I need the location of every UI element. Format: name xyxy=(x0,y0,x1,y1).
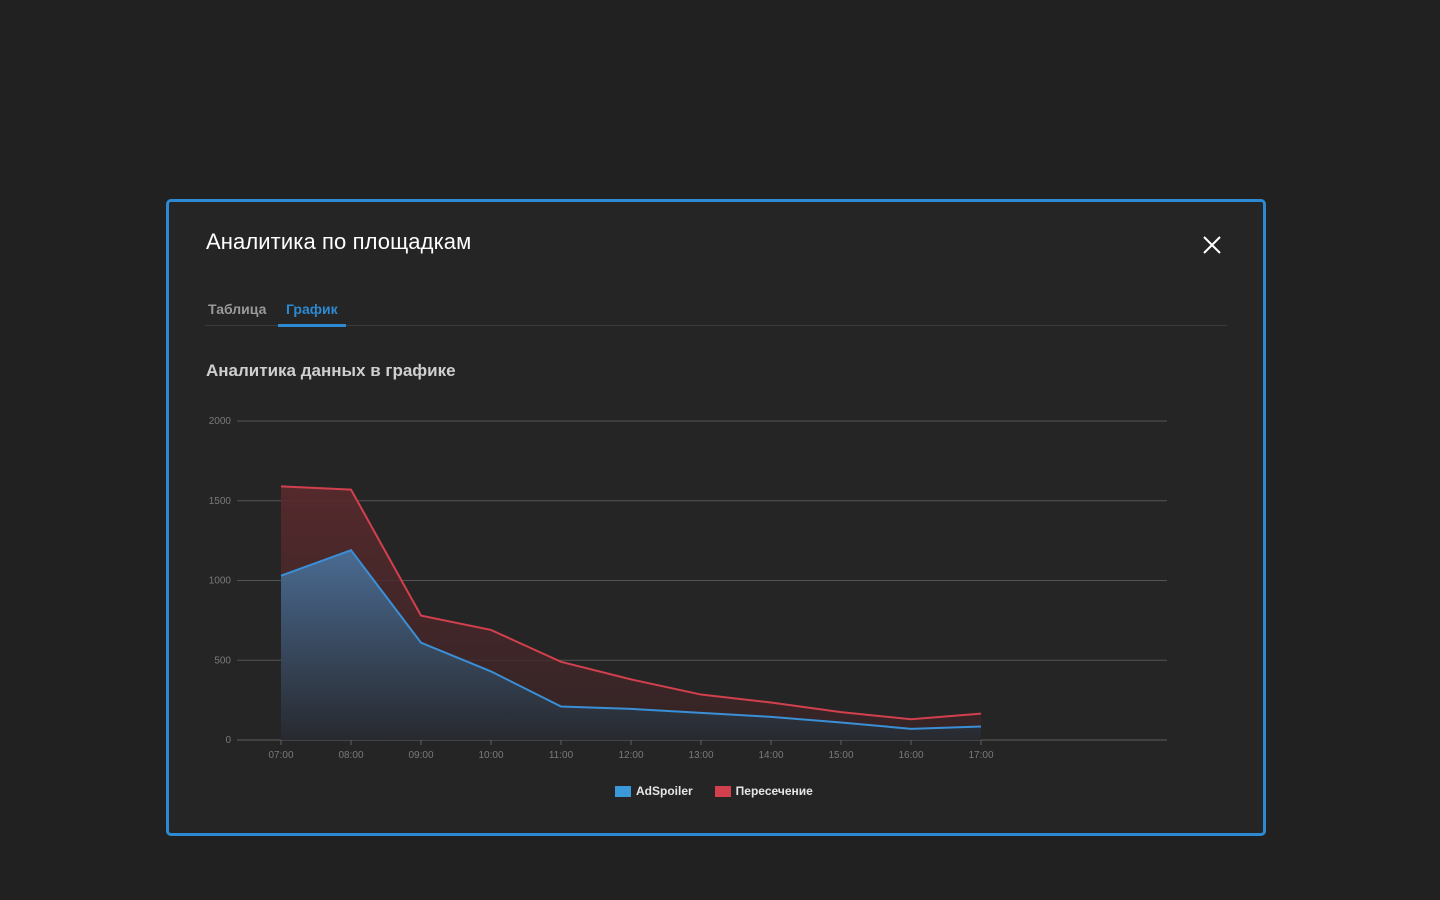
y-tick-label: 2000 xyxy=(209,416,232,427)
legend-swatch-adspoiler xyxy=(615,785,631,797)
x-tick-label: 07:00 xyxy=(268,750,293,761)
legend-label-intersection: Пересечение xyxy=(735,784,813,798)
x-tick-label: 11:00 xyxy=(549,750,574,761)
area-adspoiler xyxy=(281,550,981,740)
chart-title: Аналитика данных в графике xyxy=(206,361,456,380)
tab-graph[interactable]: График xyxy=(278,301,346,327)
line-intersection xyxy=(280,485,982,721)
chart-legend: AdSpoiler Пересечение xyxy=(615,783,835,799)
x-tick-label: 15:00 xyxy=(828,750,853,761)
x-tick-label: 17:00 xyxy=(968,750,993,761)
analytics-modal: Аналитика по площадкам Таблица График Ан… xyxy=(166,199,1266,836)
x-tick-label: 10:00 xyxy=(478,750,503,761)
x-tick-label: 13:00 xyxy=(688,750,713,761)
y-tick-label: 1000 xyxy=(209,576,232,587)
legend-item-adspoiler[interactable]: AdSpoiler xyxy=(615,784,693,798)
area-chart: 0 500 1000 1500 2000 07:00 08:00 09:00 10:00 11:0… xyxy=(209,416,1167,761)
x-tick-label: 14:00 xyxy=(758,750,783,761)
legend-swatch-intersection xyxy=(714,785,731,797)
tab-bar: Таблица График xyxy=(205,301,1227,327)
close-icon[interactable] xyxy=(1199,232,1225,258)
x-tick-label: 12:00 xyxy=(618,750,643,761)
legend-item-intersection[interactable]: Пересечение xyxy=(714,784,813,798)
x-tick-label: 08:00 xyxy=(338,750,363,761)
x-tick-label: 09:00 xyxy=(408,750,433,761)
y-tick-label: 500 xyxy=(214,655,231,666)
line-adspoiler xyxy=(280,549,982,730)
legend-label-adspoiler: AdSpoiler xyxy=(636,784,693,798)
modal-title: Аналитика по площадкам xyxy=(206,229,472,254)
x-tick-label: 16:00 xyxy=(898,750,923,761)
y-tick-label: 1500 xyxy=(209,496,232,507)
y-tick-label: 0 xyxy=(225,735,231,746)
tab-table[interactable]: Таблица xyxy=(208,301,267,317)
